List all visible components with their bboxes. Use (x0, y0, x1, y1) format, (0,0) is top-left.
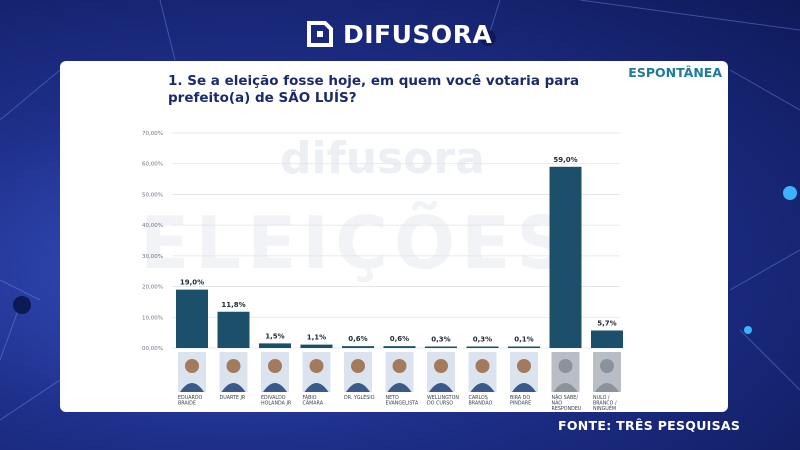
data-label: 59,0% (553, 156, 577, 164)
photo-head (309, 359, 324, 373)
category-label: EDUARDO BRAIDE (178, 395, 203, 406)
y-tick-label: 20,00% (142, 285, 163, 291)
photo-head (558, 359, 573, 373)
category-label: BIRA DO PINDARÉ (510, 395, 531, 406)
photo-body (429, 383, 453, 392)
difusora-logo: DIFUSORA (305, 14, 492, 54)
category-label: EDIVALDO HOLANDA JR (261, 395, 292, 406)
category-label: WELLINGTON DO CURSO (427, 395, 459, 406)
photo-body (346, 383, 370, 392)
data-label: 0,6% (390, 335, 409, 343)
bar (176, 289, 208, 348)
photo-body (304, 383, 329, 392)
data-label: 5,7% (597, 319, 616, 327)
data-label: 0,1% (514, 336, 533, 344)
source-caption: FONTE: TRÊS PESQUISAS (558, 418, 741, 433)
bar-chart: 00,00% 10,00% 20,00% 30,00% 40,00% 50,00% 60,0… (142, 131, 623, 412)
bar (549, 166, 582, 348)
data-label: 0,6% (348, 335, 367, 343)
category-label: CARLOS BRANDÃO (469, 395, 493, 406)
watermark-text: difusora (280, 133, 485, 184)
category-label: DR. YGLÉSIO (344, 393, 375, 401)
photo-body (595, 383, 619, 392)
y-tick-label: 30,00% (142, 254, 163, 260)
data-label: 0,3% (431, 336, 450, 344)
spontaneous-tag: ESPONTÂNEA (628, 65, 722, 80)
logo-text: DIFUSORA (343, 19, 493, 49)
photo-head (351, 359, 365, 373)
photo-body (470, 383, 495, 392)
photo-head (434, 359, 448, 373)
bar (300, 344, 333, 348)
photo-head (185, 359, 199, 373)
y-tick-label: 60,00% (142, 162, 163, 168)
y-tick-label: 50,00% (142, 192, 163, 198)
category-label: NETO EVANGELISTA (386, 395, 419, 406)
watermark-eleicoes: ELEIÇÕES (140, 201, 575, 285)
data-label: 11,8% (221, 301, 245, 309)
photo-body (180, 383, 204, 392)
y-tick-label: 70,00% (142, 131, 163, 137)
bar (217, 311, 250, 348)
y-tick-label: 10,00% (142, 315, 163, 321)
bar (466, 346, 499, 348)
category-label: DUARTE JR (220, 395, 246, 401)
y-tick-label: 40,00% (142, 223, 163, 229)
photo-head (268, 359, 282, 373)
data-label: 19,0% (180, 279, 204, 287)
photo-head (600, 359, 614, 373)
photo-body (553, 383, 578, 392)
photo-body (263, 383, 287, 392)
photo-head (475, 359, 490, 373)
data-label: 0,3% (473, 336, 492, 344)
category-label: NÃO SABE/NÃO RESPONDEU (552, 394, 582, 412)
photo-head (517, 359, 531, 373)
category-label: FÁBIO CÂMARA (303, 394, 324, 406)
bar (383, 346, 416, 348)
data-label: 1,5% (265, 332, 284, 340)
photo-body (512, 383, 536, 392)
bar (342, 346, 374, 348)
chart-title: 1. Se a eleição fosse hoje, em quem você… (168, 73, 580, 106)
bar (508, 346, 540, 348)
photo-body (221, 383, 246, 392)
y-tick-label: 00,00% (142, 346, 163, 352)
photo-head (392, 359, 407, 373)
difusora-logo-icon (307, 21, 333, 47)
category-label: NULO / BRANCO / NINGUÉM (593, 395, 617, 412)
chart-panel: difusora ELEIÇÕES 1. Se a eleição fosse … (60, 61, 728, 412)
bar (259, 343, 291, 348)
data-label: 1,1% (307, 334, 326, 342)
bar (425, 346, 457, 348)
bar (591, 330, 623, 348)
photo-head (226, 359, 241, 373)
photo-body (387, 383, 412, 392)
